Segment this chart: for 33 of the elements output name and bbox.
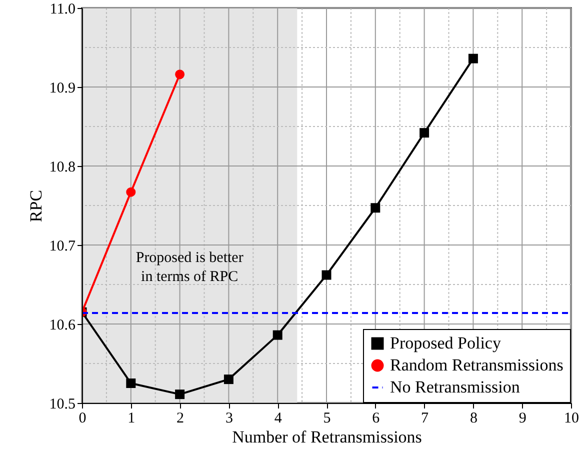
x-tick-label: 7 — [421, 410, 430, 426]
x-tick-label: 3 — [225, 410, 233, 426]
legend-label: Random Retransmissions — [390, 356, 564, 374]
point — [126, 378, 136, 388]
point — [370, 203, 380, 213]
point — [420, 128, 430, 138]
point — [272, 330, 282, 340]
x-axis-title: Number of Retransmissions — [232, 428, 422, 446]
y-tick-label: 10.5 — [49, 396, 76, 412]
y-axis-title: RPC — [26, 190, 46, 222]
x-tick-label: 10 — [564, 410, 579, 426]
point — [468, 54, 478, 64]
point — [126, 187, 136, 197]
x-tick-label: 0 — [78, 410, 86, 426]
x-tick-label: 9 — [518, 410, 526, 426]
x-tick-label: 2 — [176, 410, 184, 426]
legend-label: Proposed Policy — [390, 334, 502, 352]
point — [224, 374, 234, 384]
point — [322, 270, 332, 280]
x-tick-label: 5 — [323, 410, 331, 426]
x-tick-label: 8 — [470, 410, 478, 426]
y-tick-label: 11.0 — [50, 2, 76, 18]
band-label: Proposed is better in terms of RPC — [136, 250, 244, 285]
y-tick-label: 10.7 — [49, 238, 76, 254]
point — [175, 390, 185, 400]
y-tick-label: 10.6 — [49, 318, 76, 334]
y-tick-label: 10.9 — [49, 80, 76, 96]
legend-label: No Retransmission — [390, 378, 520, 396]
y-tick-label: 10.8 — [49, 160, 76, 176]
x-tick-label: 6 — [372, 410, 380, 426]
x-tick-label: 1 — [128, 410, 136, 426]
point — [175, 70, 185, 80]
x-tick-label: 4 — [274, 410, 282, 426]
